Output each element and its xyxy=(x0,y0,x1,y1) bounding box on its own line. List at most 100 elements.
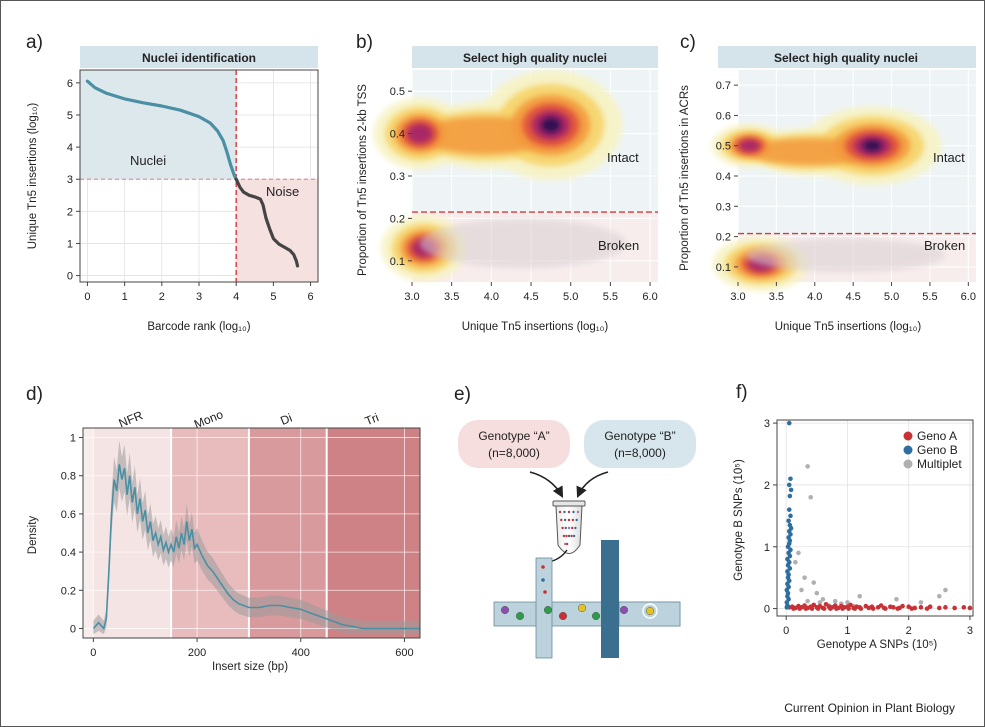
point-geno-a xyxy=(834,606,839,611)
density-blob xyxy=(739,139,760,152)
arrow-b-to-tube xyxy=(576,471,609,499)
y-tick-label: 0.6 xyxy=(61,509,76,521)
point-multiplet xyxy=(857,593,862,599)
panel-f-y-axis-label: Genotype B SNPs (10⁵) xyxy=(733,459,745,581)
gel-bead xyxy=(620,606,629,615)
point-geno-a xyxy=(823,601,829,607)
point-geno-a xyxy=(791,606,796,611)
y-tick-label: 5 xyxy=(67,110,73,122)
x-tick-label: 0 xyxy=(783,625,789,637)
y-tick-label: 1 xyxy=(67,238,73,250)
rank-curve-noise xyxy=(234,177,300,268)
x-tick-label: 1 xyxy=(122,291,128,303)
gel-bead xyxy=(592,612,601,621)
point-geno-a xyxy=(815,606,821,611)
legend-marker-geno-a xyxy=(903,431,913,441)
y-tick-label: 0.4 xyxy=(61,547,76,559)
y-tick-label: 0.3 xyxy=(390,171,405,183)
tube-dot xyxy=(567,526,571,530)
x-tick-label: 3.0 xyxy=(404,291,419,303)
point-geno-a xyxy=(909,606,915,611)
point-multiplet xyxy=(937,593,942,599)
panel-d-x-ticks: 0 200 400 600 xyxy=(90,638,414,659)
y-tick-label: 0.7 xyxy=(716,80,731,92)
point-multiplet xyxy=(918,600,924,605)
density-smear xyxy=(419,219,627,269)
point-geno-a xyxy=(961,605,967,610)
panel-b-x-axis-label: Unique Tn5 insertions (log₁₀) xyxy=(462,321,609,333)
genotype-a-name: Genotype “A” xyxy=(478,429,549,443)
panel-c: c) Select high quality nuclei 3.0 3.5 4.0 4… xyxy=(679,32,976,333)
y-tick-label: 3 xyxy=(764,418,770,430)
legend-label-geno-b: Geno B xyxy=(917,443,958,457)
point-geno-b xyxy=(787,493,793,499)
panel-d: d) NFR Mono Di Tri 0 200 400 600 00.20.40.60.8… xyxy=(26,384,421,673)
panel-d-series xyxy=(92,440,421,635)
point-geno-b xyxy=(786,420,792,426)
tube-dot xyxy=(563,510,566,514)
x-tick-label: 3.5 xyxy=(444,291,459,303)
panel-f-label: f) xyxy=(736,382,748,403)
y-tick-label: 0.5 xyxy=(716,141,731,153)
point-geno-a xyxy=(952,605,957,611)
point-geno-a xyxy=(821,606,827,611)
y-tick-label: 4 xyxy=(67,142,73,154)
point-multiplet xyxy=(845,600,850,605)
band-left-margin xyxy=(83,428,94,638)
point-geno-b xyxy=(786,482,792,488)
x-tick-label: 5.5 xyxy=(603,291,618,303)
cell-dot xyxy=(541,578,545,582)
panel-c-y-ticks: 0.1 0.2 0.3 0.4 0.5 0.6 0.7 xyxy=(716,80,738,274)
point-multiplet xyxy=(811,580,817,585)
tube-dot xyxy=(567,510,571,514)
x-tick-label: 0 xyxy=(90,647,96,659)
panel-c-density-map xyxy=(711,106,946,292)
tube-dot xyxy=(563,518,567,522)
x-tick-label: 3.5 xyxy=(769,291,784,303)
point-geno-a xyxy=(809,606,815,611)
gel-bead xyxy=(501,606,510,615)
point-geno-b xyxy=(787,566,793,571)
x-tick-label: 2 xyxy=(906,625,912,637)
y-tick-label: 0.6 xyxy=(716,110,731,122)
x-tick-label: 3.0 xyxy=(730,291,745,303)
panel-c-title: Select high quality nuclei xyxy=(774,51,918,65)
tube-dot xyxy=(560,518,563,522)
point-geno-b xyxy=(788,513,793,519)
point-geno-a xyxy=(840,606,845,611)
genotype-a-box xyxy=(458,420,570,468)
point-geno-a xyxy=(891,605,896,610)
panel-f-y-ticks: 0 1 2 3 xyxy=(764,418,777,616)
density-blob xyxy=(862,140,883,152)
x-tick-label: 600 xyxy=(395,647,413,659)
panel-c-broken-label: Broken xyxy=(924,238,965,253)
point-multiplet xyxy=(796,550,801,556)
point-multiplet xyxy=(793,559,798,565)
panel-a-title: Nuclei identification xyxy=(142,51,256,65)
point-geno-a xyxy=(858,606,864,611)
point-geno-a xyxy=(900,603,905,609)
y-tick-label: 0 xyxy=(70,623,76,635)
tube-dot xyxy=(565,542,569,546)
point-geno-b xyxy=(786,507,792,512)
panel-c-y-axis-label: Proportion of Tn5 insertions in ACRs xyxy=(679,85,691,271)
point-geno-a xyxy=(846,606,851,611)
y-tick-label: 1 xyxy=(764,542,770,554)
gel-bead xyxy=(646,607,655,616)
microfluidic-channel-diagram xyxy=(493,540,681,659)
band-label: Tri xyxy=(363,410,381,428)
legend-marker-geno-b xyxy=(903,445,913,455)
panel-b-density-map xyxy=(373,70,627,282)
point-geno-b xyxy=(788,487,794,493)
x-tick-label: 2 xyxy=(159,291,165,303)
panel-d-label: d) xyxy=(26,384,43,405)
point-geno-a xyxy=(895,606,900,611)
tube-dot xyxy=(564,526,567,530)
panel-f-plot-frame xyxy=(776,419,974,617)
density-blob xyxy=(540,117,561,133)
point-geno-a xyxy=(803,606,809,611)
y-tick-label: 0.2 xyxy=(716,232,731,244)
